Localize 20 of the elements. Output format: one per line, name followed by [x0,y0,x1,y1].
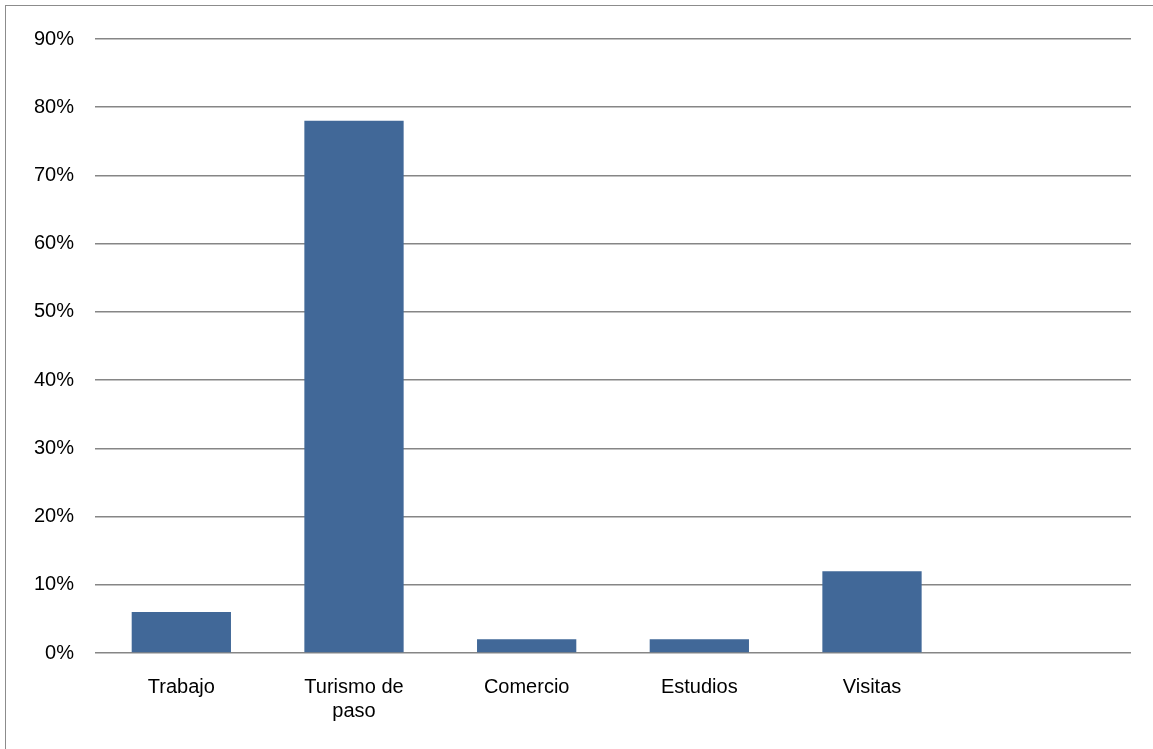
y-tick-label: 10% [33,572,75,595]
y-tick-label: 40% [33,367,75,390]
x-tick-label: Turismo de paso [304,674,404,721]
x-tick-label: Estudios [660,674,738,697]
y-tick-label: 70% [33,162,75,185]
x-tick-label: Comercio [483,674,570,697]
y-tick-label: 80% [33,94,75,117]
bar [304,120,404,653]
x-tick-label: Visitas [842,674,902,697]
bar [822,571,922,653]
bar [131,612,231,653]
y-tick-label: 0% [45,640,75,663]
y-tick-label: 50% [33,299,75,322]
y-tick-label: 30% [33,435,75,458]
y-tick-label: 20% [33,504,75,527]
x-tick-label: Trabajo [147,674,215,697]
y-tick-label: 90% [33,26,75,49]
y-tick-label: 60% [33,231,75,254]
bar [649,639,749,653]
bar [477,639,577,653]
